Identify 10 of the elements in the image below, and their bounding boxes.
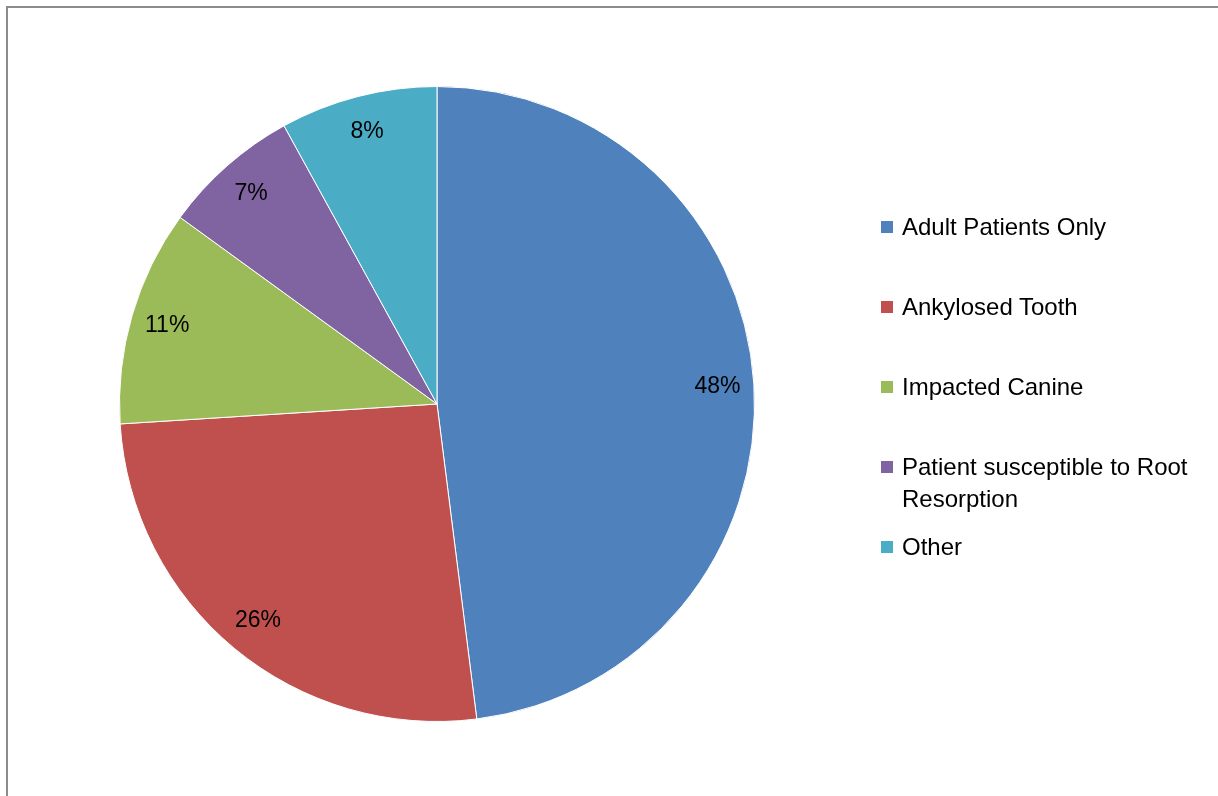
- legend-label: Impacted Canine: [902, 372, 1085, 402]
- data-label: 26%: [234, 605, 281, 632]
- data-label: 11%: [145, 310, 190, 337]
- legend-label: Other: [902, 532, 964, 562]
- data-label: 8%: [350, 117, 384, 144]
- data-label: 7%: [234, 178, 268, 205]
- data-label: 48%: [694, 371, 741, 398]
- legend-label: Adult Patients Only: [902, 212, 1108, 242]
- legend-label: Ankylosed Tooth: [902, 292, 1079, 322]
- legend-label: Patient susceptible to Root Resorption: [902, 452, 1189, 514]
